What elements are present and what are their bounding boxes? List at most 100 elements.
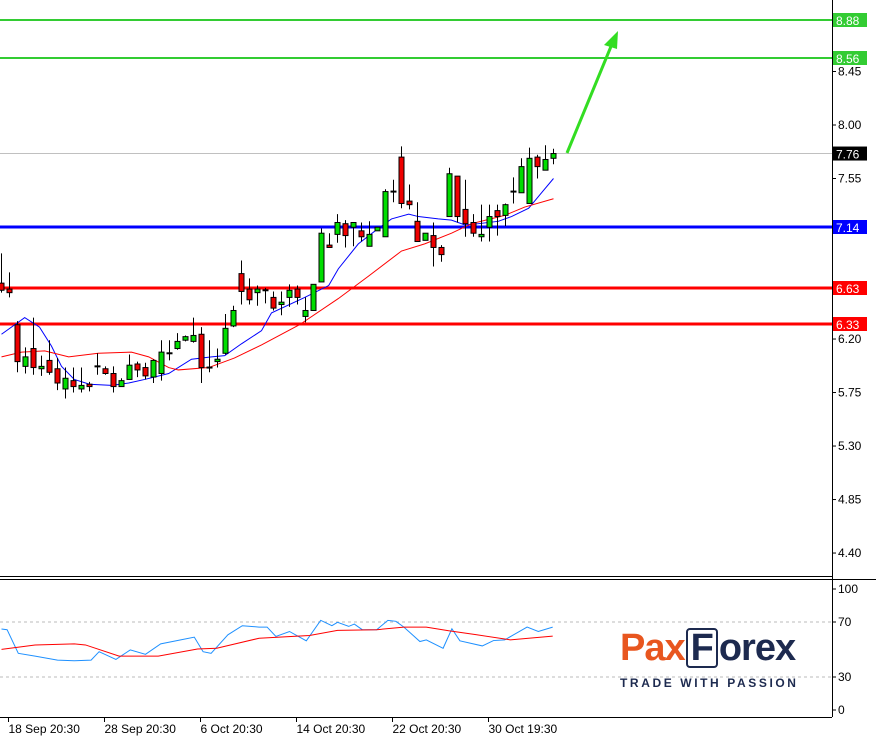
- candle: [142, 362, 149, 380]
- candle: [430, 222, 437, 267]
- candle-body-bull: [350, 221, 357, 228]
- candle: [158, 340, 165, 381]
- candle: [302, 297, 309, 323]
- candle: [198, 327, 205, 384]
- candle: [542, 145, 549, 171]
- candle: [262, 287, 269, 304]
- candle: [214, 348, 221, 368]
- candle: [438, 245, 445, 262]
- candle-body-bull: [174, 340, 181, 350]
- candle: [358, 222, 365, 242]
- candle: [350, 221, 357, 247]
- candle: [14, 321, 21, 373]
- level-tag-label: 7.14: [836, 221, 860, 235]
- logo-tagline: TRADE WITH PASSION: [620, 676, 799, 690]
- candle: [374, 226, 381, 232]
- candle-body-bull: [366, 233, 373, 247]
- candle-body-bear: [358, 230, 365, 238]
- candle: [30, 317, 37, 375]
- candle: [382, 189, 389, 238]
- candle: [366, 221, 373, 247]
- candle-body-bull: [542, 158, 549, 171]
- candle-body-bear: [406, 200, 413, 206]
- oscillator-tick-label: 100: [838, 582, 858, 596]
- oscillator-line: [1, 619, 553, 662]
- price-tick-label: 5.75: [838, 386, 862, 400]
- candle: [502, 203, 509, 227]
- candle: [470, 214, 477, 237]
- candle: [414, 202, 421, 243]
- candle: [190, 317, 197, 343]
- candle: [334, 214, 341, 243]
- candle-body-bull: [118, 380, 125, 388]
- candle-body-bull: [374, 226, 381, 232]
- candle-body-bear: [270, 296, 277, 309]
- candle: [454, 175, 461, 223]
- candle: [6, 272, 13, 298]
- candle: [62, 367, 69, 399]
- candle-body-bull: [302, 309, 309, 317]
- candle: [134, 361, 141, 378]
- candle: [86, 381, 93, 392]
- candle: [46, 340, 53, 375]
- candle-body-bull: [526, 157, 533, 204]
- candle: [510, 177, 517, 204]
- current-price-label: 7.76: [836, 148, 860, 162]
- candle-body-bear: [110, 373, 117, 388]
- candle-body-bear: [0, 282, 5, 291]
- moving-average-line: [1, 178, 554, 386]
- candle-body-bear: [494, 210, 501, 218]
- candle: [246, 278, 253, 305]
- candle-body-bear: [414, 220, 421, 243]
- candle-body-bull: [286, 289, 293, 298]
- candle: [150, 359, 157, 384]
- candle: [22, 347, 29, 374]
- moving-average-line: [1, 198, 554, 371]
- oscillator-tick-label: 70: [838, 615, 852, 629]
- price-tick-label: 4.85: [838, 493, 862, 507]
- candle: [222, 314, 229, 355]
- candle-body-bull: [78, 384, 85, 390]
- candle: [94, 353, 101, 375]
- candle: [118, 378, 125, 388]
- candle: [230, 305, 237, 328]
- level-tag: [833, 51, 867, 65]
- current-price-tag: [833, 146, 867, 161]
- candle-body-bull: [478, 233, 485, 238]
- candle: [78, 367, 85, 393]
- candle: [278, 291, 285, 316]
- forecast-arrow: [565, 31, 618, 154]
- logo-orex: orex: [718, 627, 796, 669]
- candle: [406, 184, 413, 210]
- candle-body-bear: [398, 156, 405, 204]
- oscillator-tick-label: 30: [838, 670, 852, 684]
- candle-body-bull: [182, 336, 189, 341]
- candle-body-bear: [430, 235, 437, 248]
- level-tag-label: 8.56: [836, 52, 860, 66]
- candle-body-bull: [550, 153, 557, 159]
- candle-body-bear: [70, 380, 77, 388]
- candle: [254, 285, 261, 306]
- level-tag-label: 8.88: [836, 14, 860, 28]
- candle-body-bear: [198, 333, 205, 369]
- candle: [38, 355, 45, 376]
- candle: [398, 146, 405, 209]
- candle: [286, 284, 293, 307]
- candle-body-bull: [230, 309, 237, 327]
- candle: [70, 367, 77, 393]
- candle: [310, 283, 317, 311]
- candle: [270, 291, 277, 311]
- candle: [102, 366, 109, 375]
- candle-body-bull: [214, 358, 221, 363]
- candle: [534, 154, 541, 179]
- level-tag: [833, 281, 867, 295]
- candle: [294, 285, 301, 305]
- price-tick-label: 6.20: [838, 332, 862, 346]
- candle-body-bear: [30, 348, 37, 369]
- candle-body-bear: [86, 383, 93, 388]
- price-tick-label: 5.30: [838, 439, 862, 453]
- candle-body-bull: [518, 166, 525, 194]
- candle: [342, 220, 349, 248]
- candle-body-bear: [238, 273, 245, 292]
